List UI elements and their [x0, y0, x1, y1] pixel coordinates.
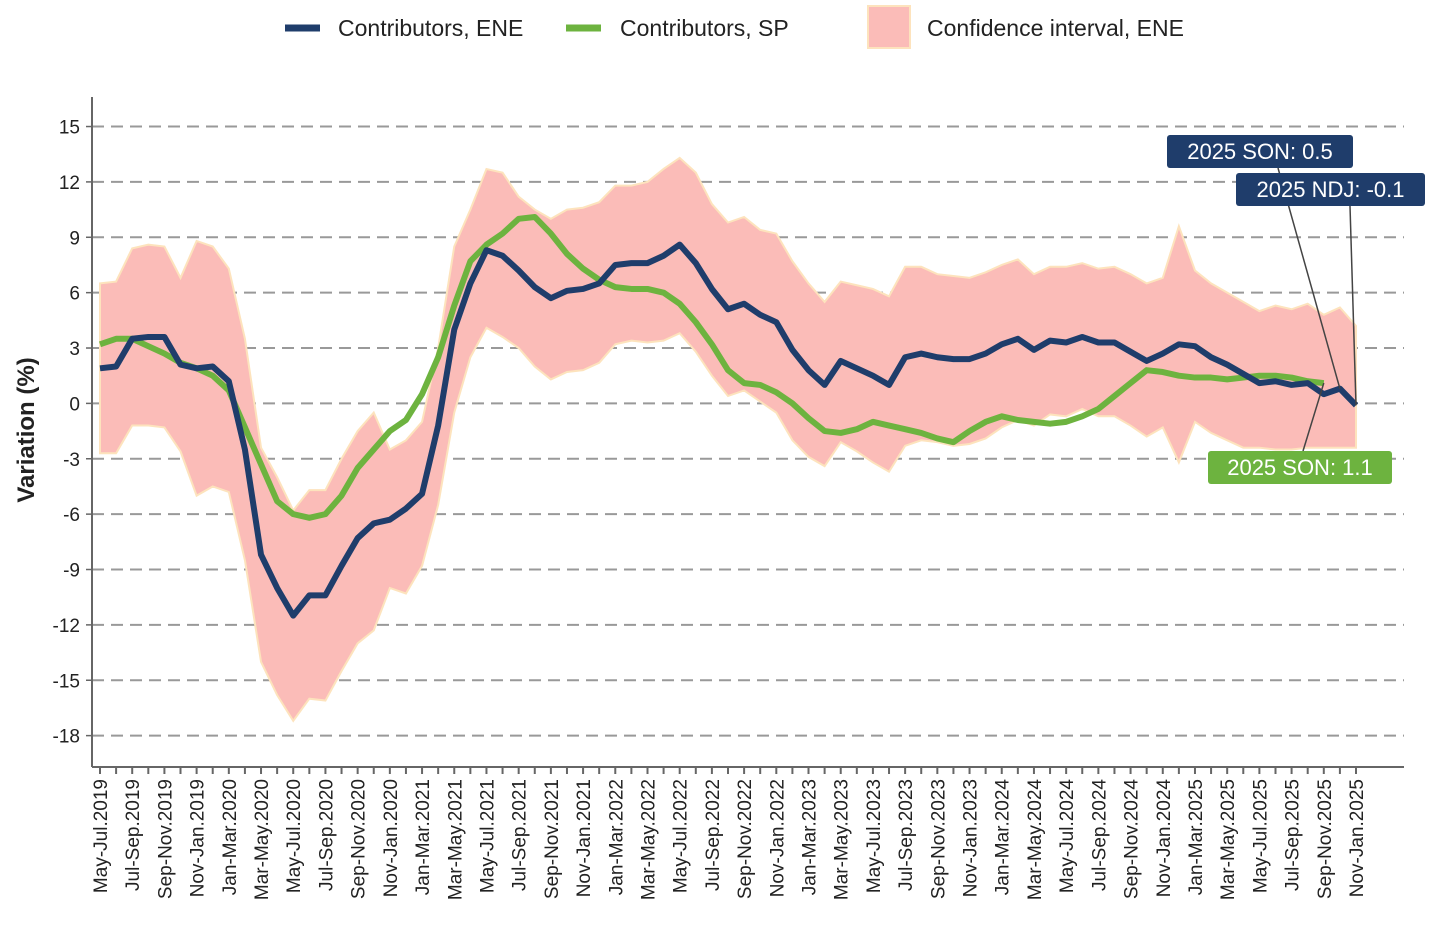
series-line [99, 241, 1359, 619]
y-axis-title: Variation (%) [13, 357, 40, 502]
x-tick-label: Mar-May.2024 [1025, 779, 1046, 901]
x-tick-label: Nov-Jan.2022 [767, 779, 788, 897]
y-tick-label: 6 [69, 284, 80, 305]
x-tick-label: Sep-Nov.2022 [735, 779, 756, 899]
x-tick-label: May-Jul.2019 [91, 779, 112, 893]
x-tick-label: Nov-Jan.2021 [574, 779, 595, 897]
x-tick-label: Jul-Sep.2022 [703, 779, 724, 891]
x-tick-label: Jul-Sep.2024 [1089, 779, 1110, 891]
x-tick-label: May-Jul.2022 [671, 779, 692, 893]
x-tick-label: Jul-Sep.2019 [123, 779, 144, 891]
x-tick-label: Mar-May.2020 [252, 779, 273, 900]
x-tick-label: Mar-May.2021 [445, 779, 466, 900]
x-tick-label: Jan-Mar.2025 [1186, 779, 1207, 895]
y-tick-label: -18 [53, 727, 80, 748]
y-tick-label: -12 [53, 616, 80, 637]
annotation-box [1208, 451, 1392, 484]
x-tick-label: Nov-Jan.2020 [381, 779, 402, 897]
x-tick-label: May-Jul.2024 [1057, 779, 1078, 893]
x-tick-label: Jan-Mar.2022 [606, 779, 627, 895]
x-tick-label: Jan-Mar.2024 [993, 779, 1014, 896]
y-tick-label: 12 [59, 173, 80, 194]
y-tick-label: 0 [69, 394, 80, 415]
annotation-leader [1349, 205, 1357, 406]
confidence-band [99, 156, 1357, 723]
annotation-box [1236, 173, 1425, 206]
x-tick-label: Nov-Jan.2025 [1347, 779, 1368, 897]
y-tick-label: -3 [63, 450, 80, 471]
y-tick-label: 15 [59, 118, 80, 139]
x-tick-label: May-Jul.2020 [284, 779, 305, 893]
x-tick-label: Sep-Nov.2020 [349, 779, 370, 899]
x-tick-label: Nov-Jan.2024 [1154, 779, 1175, 898]
x-tick-label: May-Jul.2023 [864, 779, 885, 893]
x-tick-label: Sep-Nov.2025 [1315, 779, 1336, 899]
x-tick-label: May-Jul.2025 [1250, 779, 1271, 893]
y-tick-label: -6 [63, 505, 80, 526]
x-tick-label: Jan-Mar.2023 [800, 779, 821, 895]
series-line [99, 213, 1325, 521]
x-tick-label: Sep-Nov.2019 [155, 779, 176, 899]
x-tick-label: Jul-Sep.2025 [1283, 779, 1304, 891]
x-tick-label: Sep-Nov.2021 [542, 779, 563, 899]
x-tick-label: May-Jul.2021 [477, 779, 498, 893]
x-tick-label: Nov-Jan.2023 [961, 779, 982, 897]
annotation-text: 2025 NDJ: -0.1 [1257, 177, 1405, 202]
x-tick-label: Mar-May.2023 [832, 779, 853, 900]
y-tick-label: 9 [69, 228, 80, 249]
legend-swatch [867, 5, 911, 49]
x-tick-label: Jul-Sep.2023 [896, 779, 917, 891]
legend-label: Confidence interval, ENE [927, 15, 1184, 41]
y-tick-label: -15 [53, 671, 80, 692]
x-tick-label: Jul-Sep.2021 [510, 779, 531, 891]
legend-label: Contributors, SP [620, 15, 789, 41]
annotation-text: 2025 SON: 0.5 [1187, 139, 1333, 164]
x-tick-label: Sep-Nov.2024 [1122, 779, 1143, 899]
annotation-leader [1302, 382, 1325, 452]
x-tick-label: Nov-Jan.2019 [188, 779, 209, 897]
x-tick-label: Mar-May.2025 [1218, 779, 1239, 900]
annotation-box [1167, 135, 1353, 168]
x-tick-label: Jan-Mar.2020 [220, 779, 241, 895]
x-tick-label: Jul-Sep.2020 [316, 779, 337, 891]
annotation-text: 2025 SON: 1.1 [1227, 455, 1373, 480]
y-tick-label: -9 [63, 561, 80, 582]
y-tick-label: 3 [69, 339, 80, 360]
x-tick-label: Mar-May.2022 [638, 779, 659, 900]
legend-label: Contributors, ENE [338, 15, 523, 41]
x-tick-label: Jan-Mar.2021 [413, 779, 434, 895]
x-tick-label: Sep-Nov.2023 [928, 779, 949, 899]
